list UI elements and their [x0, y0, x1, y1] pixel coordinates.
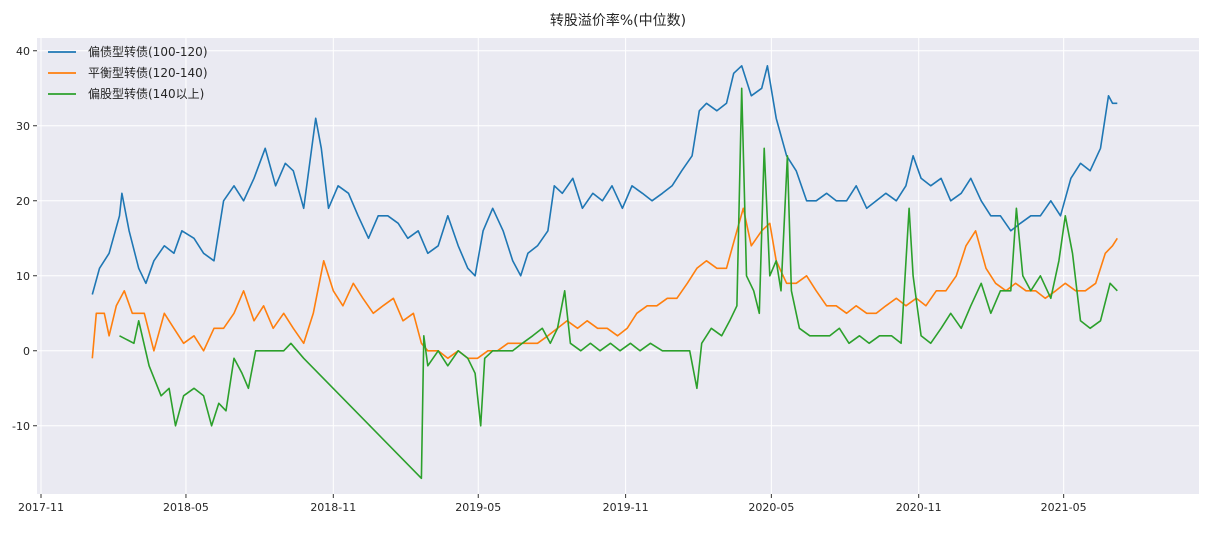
- y-tick-label: 20: [16, 195, 30, 208]
- x-tick-label: 2019-11: [603, 501, 649, 514]
- y-tick-label: -10: [12, 420, 30, 433]
- plot-area: [37, 38, 1199, 494]
- y-tick-label: 0: [23, 345, 30, 358]
- x-tick-label: 2018-05: [163, 501, 209, 514]
- y-tick-label: 40: [16, 45, 30, 58]
- chart-title: 转股溢价率%(中位数): [550, 12, 686, 29]
- legend: 偏债型转债(100-120) 平衡型转债(120-140) 偏股型转债(140以上): [48, 44, 208, 101]
- series-line-2: [119, 87, 1118, 480]
- x-tick-label: 2020-11: [896, 501, 942, 514]
- y-tick-label: 30: [16, 120, 30, 133]
- x-tick-label: 2019-05: [455, 501, 501, 514]
- x-tick-label: 2021-05: [1041, 501, 1087, 514]
- y-tick-label: 10: [16, 270, 30, 283]
- legend-label-2: 偏股型转债(140以上): [88, 86, 204, 101]
- series-line-0: [91, 65, 1118, 295]
- legend-label-1: 平衡型转债(120-140): [88, 65, 208, 80]
- series-line-1: [91, 207, 1118, 360]
- x-axis: 2017-11 2018-05 2018-11 2019-05 2019-11 2020-…: [18, 494, 1087, 514]
- y-axis: -10 0 10 20 30 40: [12, 45, 37, 433]
- x-tick-label: 2020-05: [748, 501, 794, 514]
- legend-label-0: 偏债型转债(100-120): [88, 44, 208, 59]
- grid: [37, 38, 1199, 494]
- x-tick-label: 2017-11: [18, 501, 64, 514]
- x-tick-label: 2018-11: [310, 501, 356, 514]
- series-lines: [91, 65, 1118, 480]
